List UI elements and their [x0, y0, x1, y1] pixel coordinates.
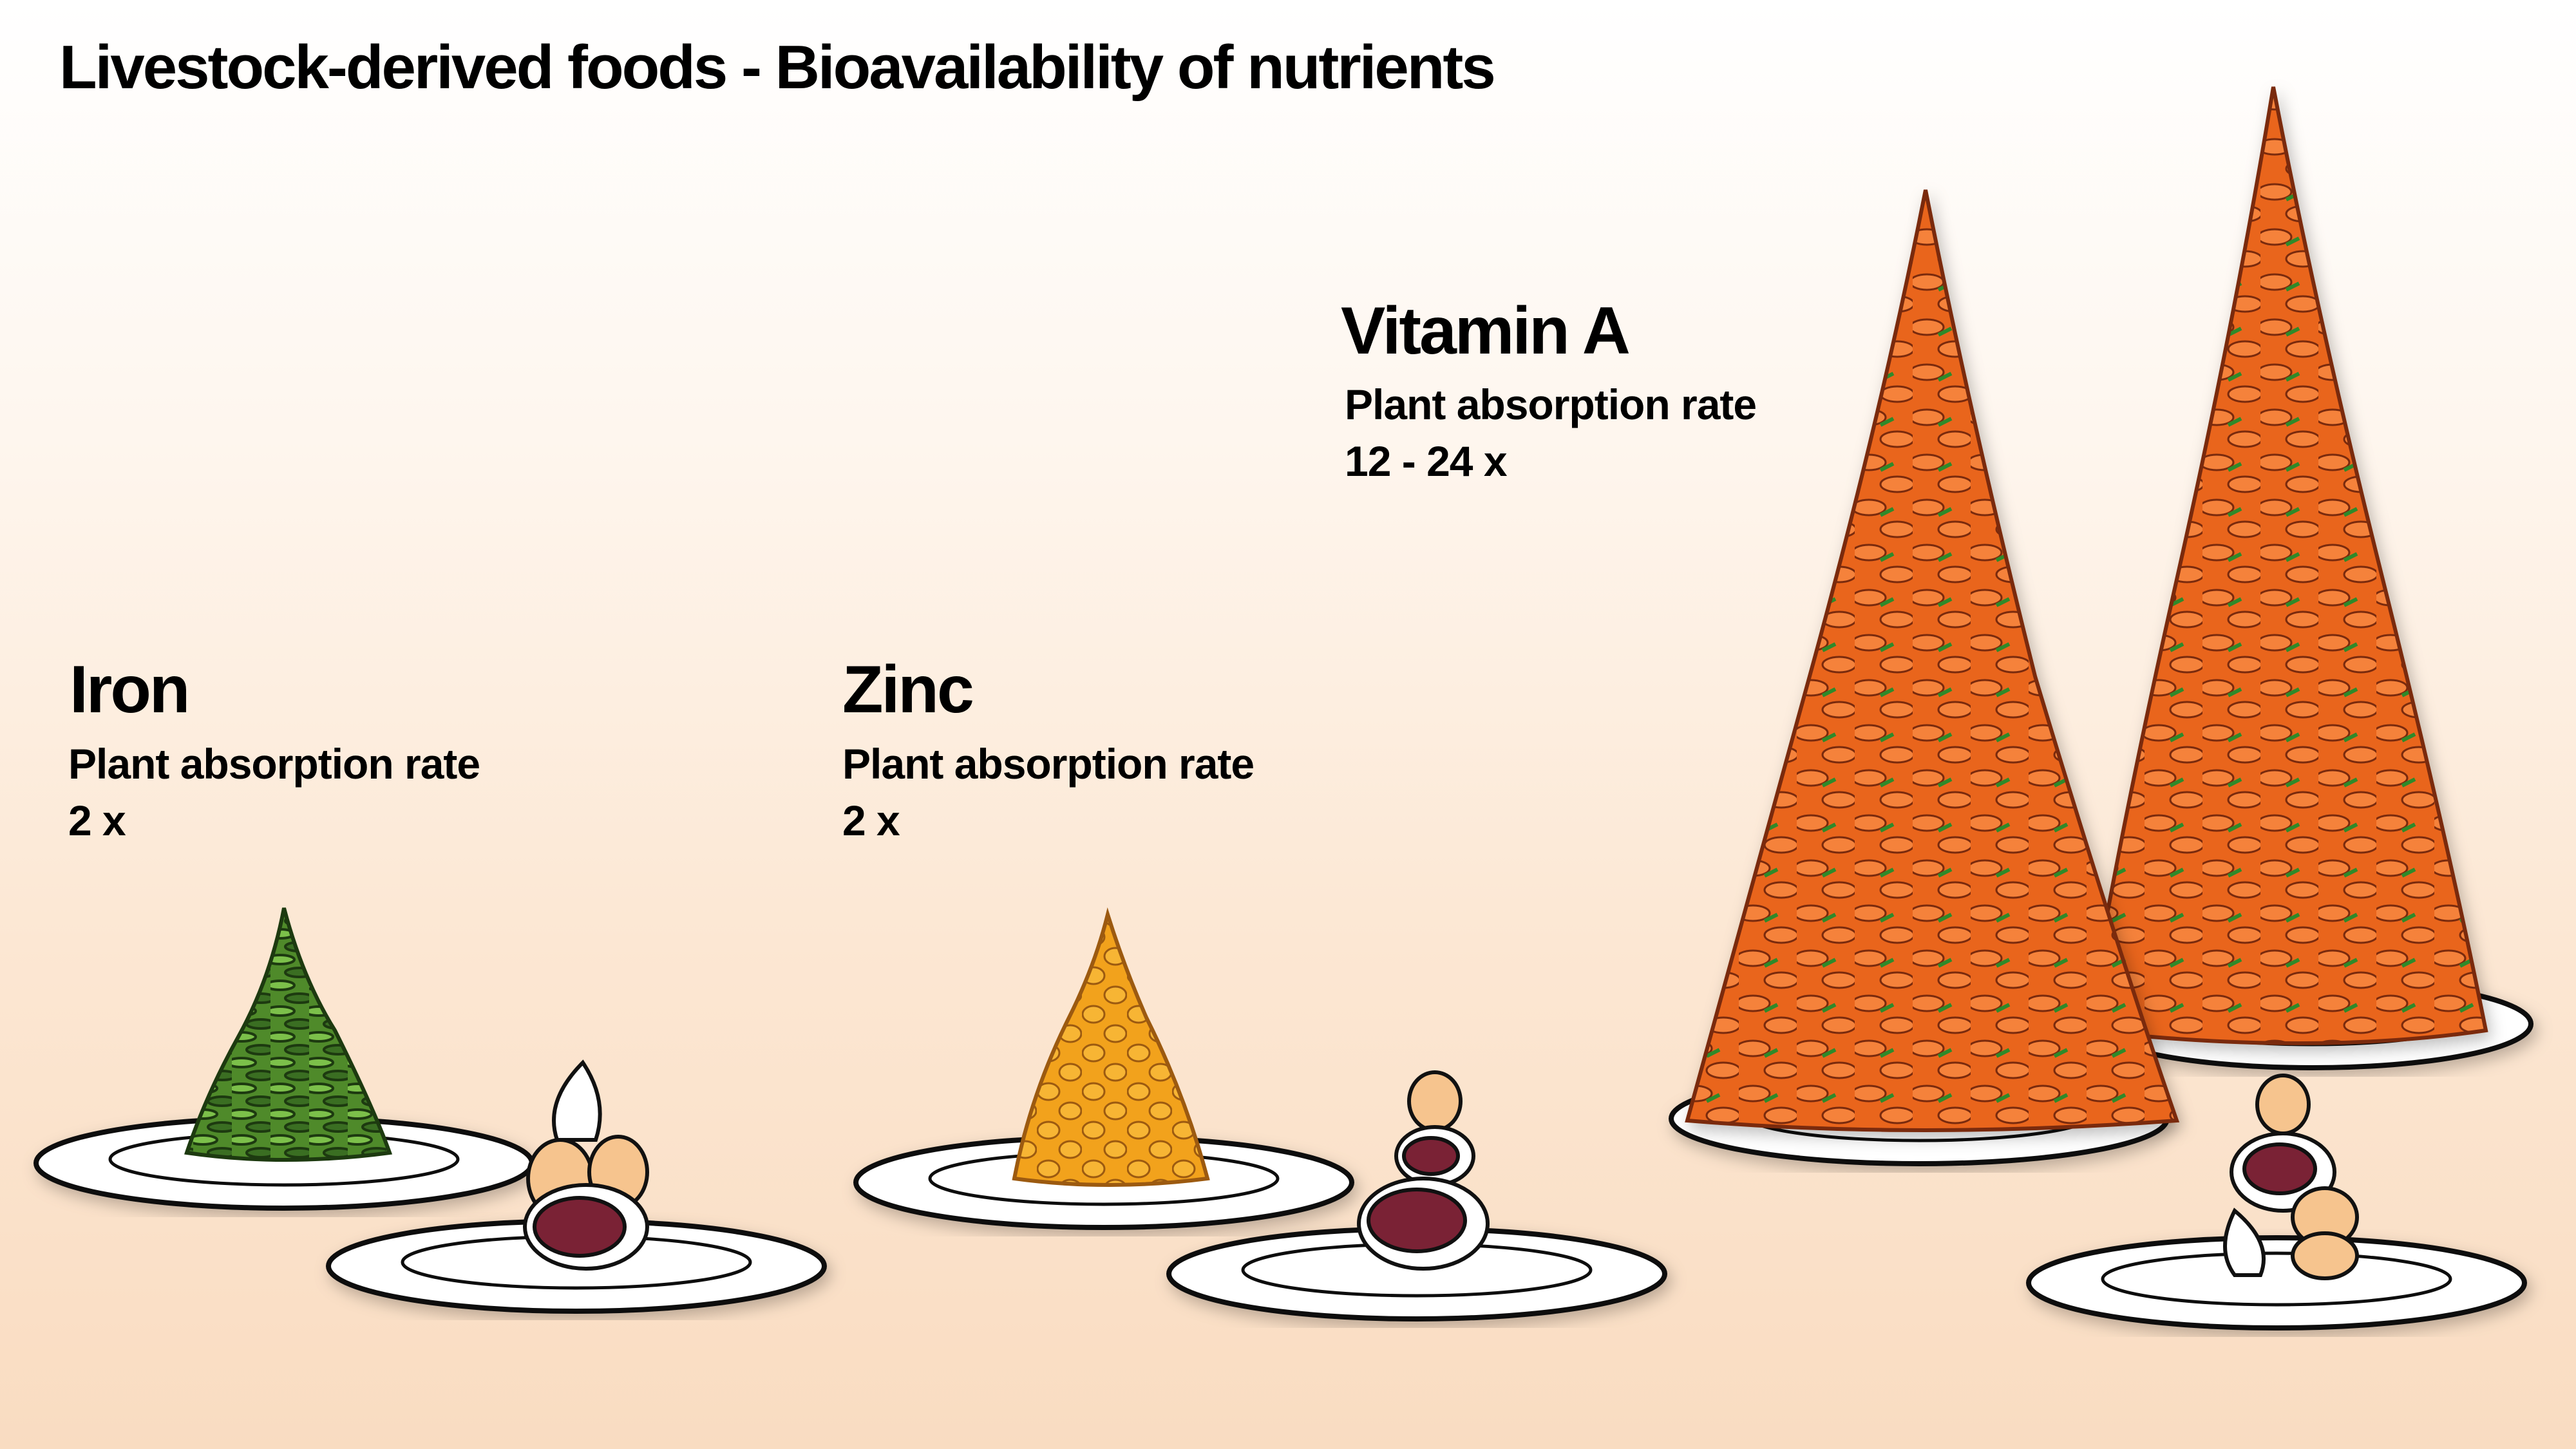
egg [2255, 1074, 2311, 1135]
page-title: Livestock-derived foods - Bioavailabilit… [59, 33, 1496, 102]
plate-vitamin-a-meat [2026, 1235, 2527, 1331]
egg-shell [2223, 1208, 2266, 1277]
steak-meat [1402, 1136, 1460, 1176]
vitamin-a-heading: Vitamin A [1341, 294, 1631, 368]
iron-rate-value: 2 x [68, 797, 126, 844]
vitamin-a-rate-label: Plant absorption rate [1345, 381, 1757, 428]
egg [2291, 1231, 2359, 1280]
iron-rate-label: Plant absorption rate [68, 740, 480, 788]
carrot-pile-1 [1685, 189, 2180, 1132]
iron-heading: Iron [70, 652, 190, 727]
steak-meat [1367, 1188, 1467, 1253]
vitamin-a-animal-food-pile [2223, 1074, 2359, 1280]
egg-shell [552, 1059, 602, 1142]
iron-greens-pile [184, 907, 393, 1162]
steak-meat [533, 1196, 627, 1258]
zinc-rate-value: 2 x [842, 797, 900, 844]
carrot-pile-2 [2084, 86, 2488, 1045]
steak-meat [2242, 1142, 2317, 1195]
zinc-rate-label: Plant absorption rate [842, 740, 1255, 788]
vitamin-a-rate-value: 12 - 24 x [1345, 437, 1508, 485]
zinc-animal-food-pile [1357, 1070, 1490, 1271]
iron-animal-food-pile [523, 1059, 649, 1271]
egg [1407, 1070, 1463, 1132]
zinc-heading: Zinc [842, 652, 974, 727]
zinc-beans-pile [1012, 907, 1210, 1187]
